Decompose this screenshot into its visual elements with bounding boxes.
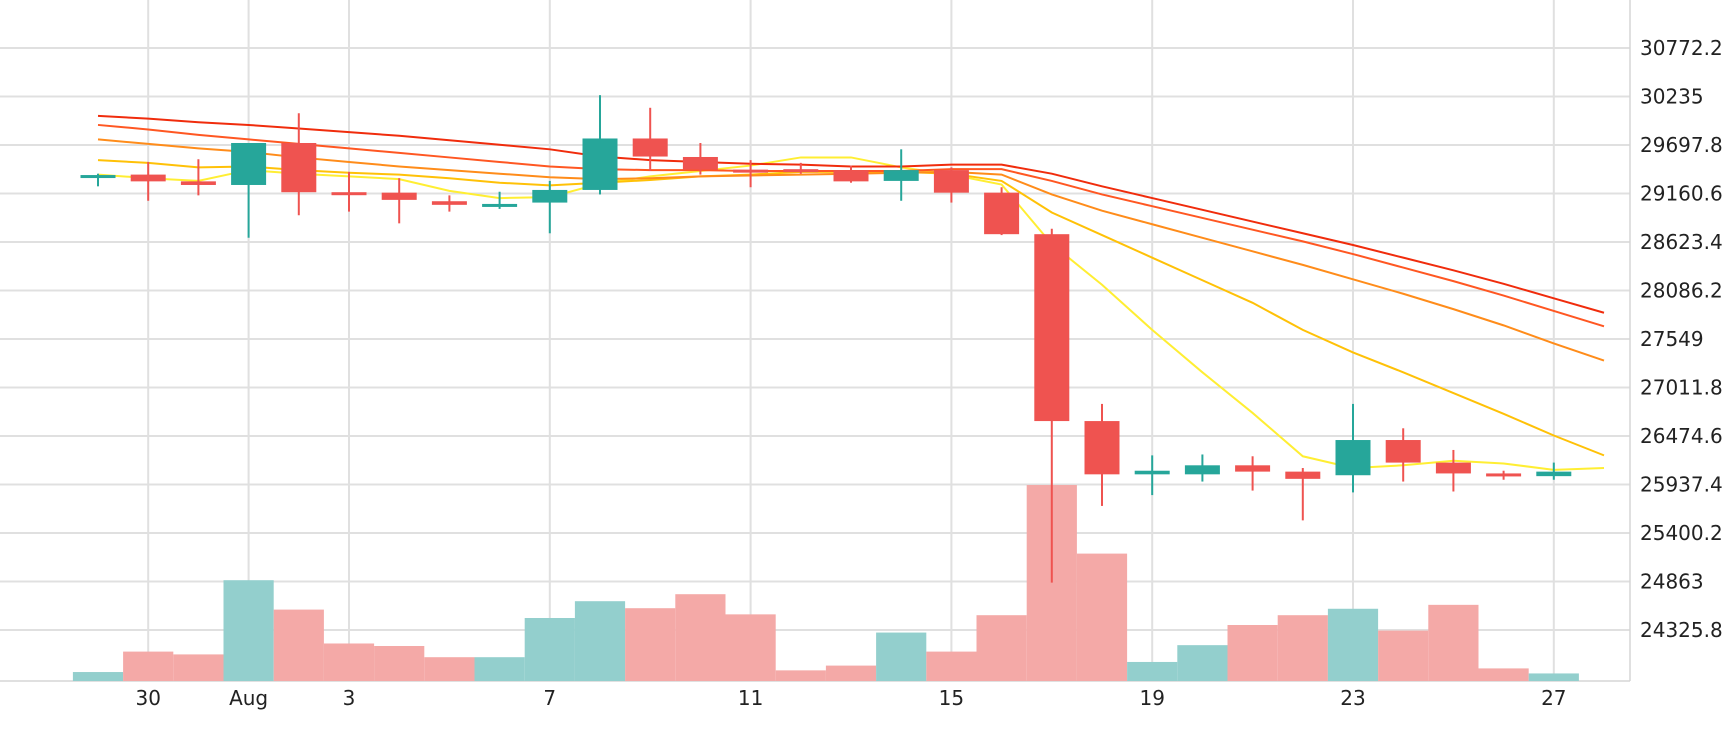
y-tick-label: 25400.2 [1640, 521, 1723, 545]
volume-bar [173, 654, 224, 681]
volume-bar [524, 618, 575, 681]
candle-body [933, 170, 969, 193]
moving-average-line [97, 123, 1605, 328]
candle-body [431, 201, 467, 205]
volume-bar [1076, 553, 1128, 681]
x-tick-label: 27 [1541, 686, 1566, 710]
candle-body [783, 169, 819, 173]
volume-bar [424, 657, 475, 681]
x-tick-label: 15 [939, 686, 964, 710]
volume-bar [976, 615, 1027, 681]
volume-bar [725, 614, 776, 681]
candle-body [1034, 234, 1070, 422]
volume-bar [1428, 604, 1479, 681]
candle-body [281, 142, 317, 193]
y-tick-label: 24863 [1640, 570, 1704, 594]
volume-bar [474, 657, 525, 681]
moving-average-line [97, 156, 1605, 471]
candles [80, 95, 1572, 583]
y-tick-label: 27011.8 [1640, 376, 1723, 400]
volume-bar [1528, 673, 1579, 681]
candle-body [833, 170, 869, 182]
y-tick-label: 30772.2 [1640, 36, 1723, 60]
candle-body [1285, 471, 1321, 479]
x-tick-label: 11 [738, 686, 763, 710]
x-tick-label: Aug [229, 686, 268, 710]
candle-body [180, 181, 216, 185]
candle-body [1435, 462, 1471, 474]
volume-bar [926, 651, 977, 681]
y-tick-label: 28623.4 [1640, 230, 1723, 254]
volume-bars [72, 485, 1579, 681]
volume-bar [625, 608, 676, 681]
y-tick-label: 25937.4 [1640, 473, 1723, 497]
candle-body [130, 174, 166, 182]
volume-bar [1277, 615, 1328, 681]
y-tick-label: 27549 [1640, 327, 1704, 351]
candle-body [1084, 421, 1120, 475]
x-tick-label: 30 [135, 686, 160, 710]
volume-bar [775, 670, 826, 681]
volume-bar [223, 580, 274, 681]
candle-body [231, 142, 267, 185]
candle-body [80, 175, 116, 179]
candle-body [883, 170, 919, 181]
candle-body [1335, 440, 1371, 476]
y-tick-label: 28086.2 [1640, 279, 1723, 303]
volume-bar [1177, 645, 1228, 681]
candle-body [984, 192, 1020, 235]
grid [0, 0, 1631, 682]
candle-body [381, 192, 417, 200]
x-tick-label: 19 [1139, 686, 1164, 710]
candle-body [1536, 471, 1572, 477]
volume-bar [1327, 608, 1379, 681]
volume-bar [123, 651, 174, 681]
moving-average-line [97, 159, 1605, 457]
volume-bar [1478, 668, 1529, 681]
y-tick-label: 29160.6 [1640, 182, 1723, 206]
volume-bar [1378, 630, 1429, 681]
volume-bar [273, 609, 324, 681]
x-tick-label: 23 [1340, 686, 1365, 710]
x-axis: 30 Aug 3 7 11 15 19 23 27 [135, 686, 1566, 710]
candle-body [532, 189, 568, 203]
candle-body [733, 169, 769, 173]
candle-body [1486, 473, 1522, 477]
volume-bar [675, 594, 726, 681]
candle-body [632, 138, 668, 157]
y-axis: 24325.8 24863 25400.2 25937.4 26474.6 27011.8… [1640, 36, 1723, 642]
candle-body [1385, 440, 1421, 463]
y-tick-label: 26474.6 [1640, 424, 1723, 448]
x-tick-label: 3 [343, 686, 356, 710]
candle-body [582, 138, 618, 190]
candle-body [1184, 465, 1220, 475]
candle-body [1134, 470, 1170, 475]
candle-body [331, 192, 367, 196]
volume-bar [1127, 661, 1178, 681]
candle-body [482, 203, 518, 207]
volume-bar [323, 643, 375, 681]
volume-bar [825, 665, 877, 681]
volume-bar [374, 646, 425, 681]
volume-bar [1227, 625, 1278, 681]
volume-bar [574, 601, 626, 681]
y-tick-label: 30235 [1640, 85, 1704, 109]
volume-bar [72, 672, 124, 681]
y-tick-label: 24325.8 [1640, 618, 1723, 642]
candle-body [682, 156, 718, 170]
y-tick-label: 29697.8 [1640, 133, 1723, 157]
candle-body [1235, 465, 1271, 472]
volume-bar [876, 632, 927, 681]
x-tick-label: 7 [543, 686, 556, 710]
